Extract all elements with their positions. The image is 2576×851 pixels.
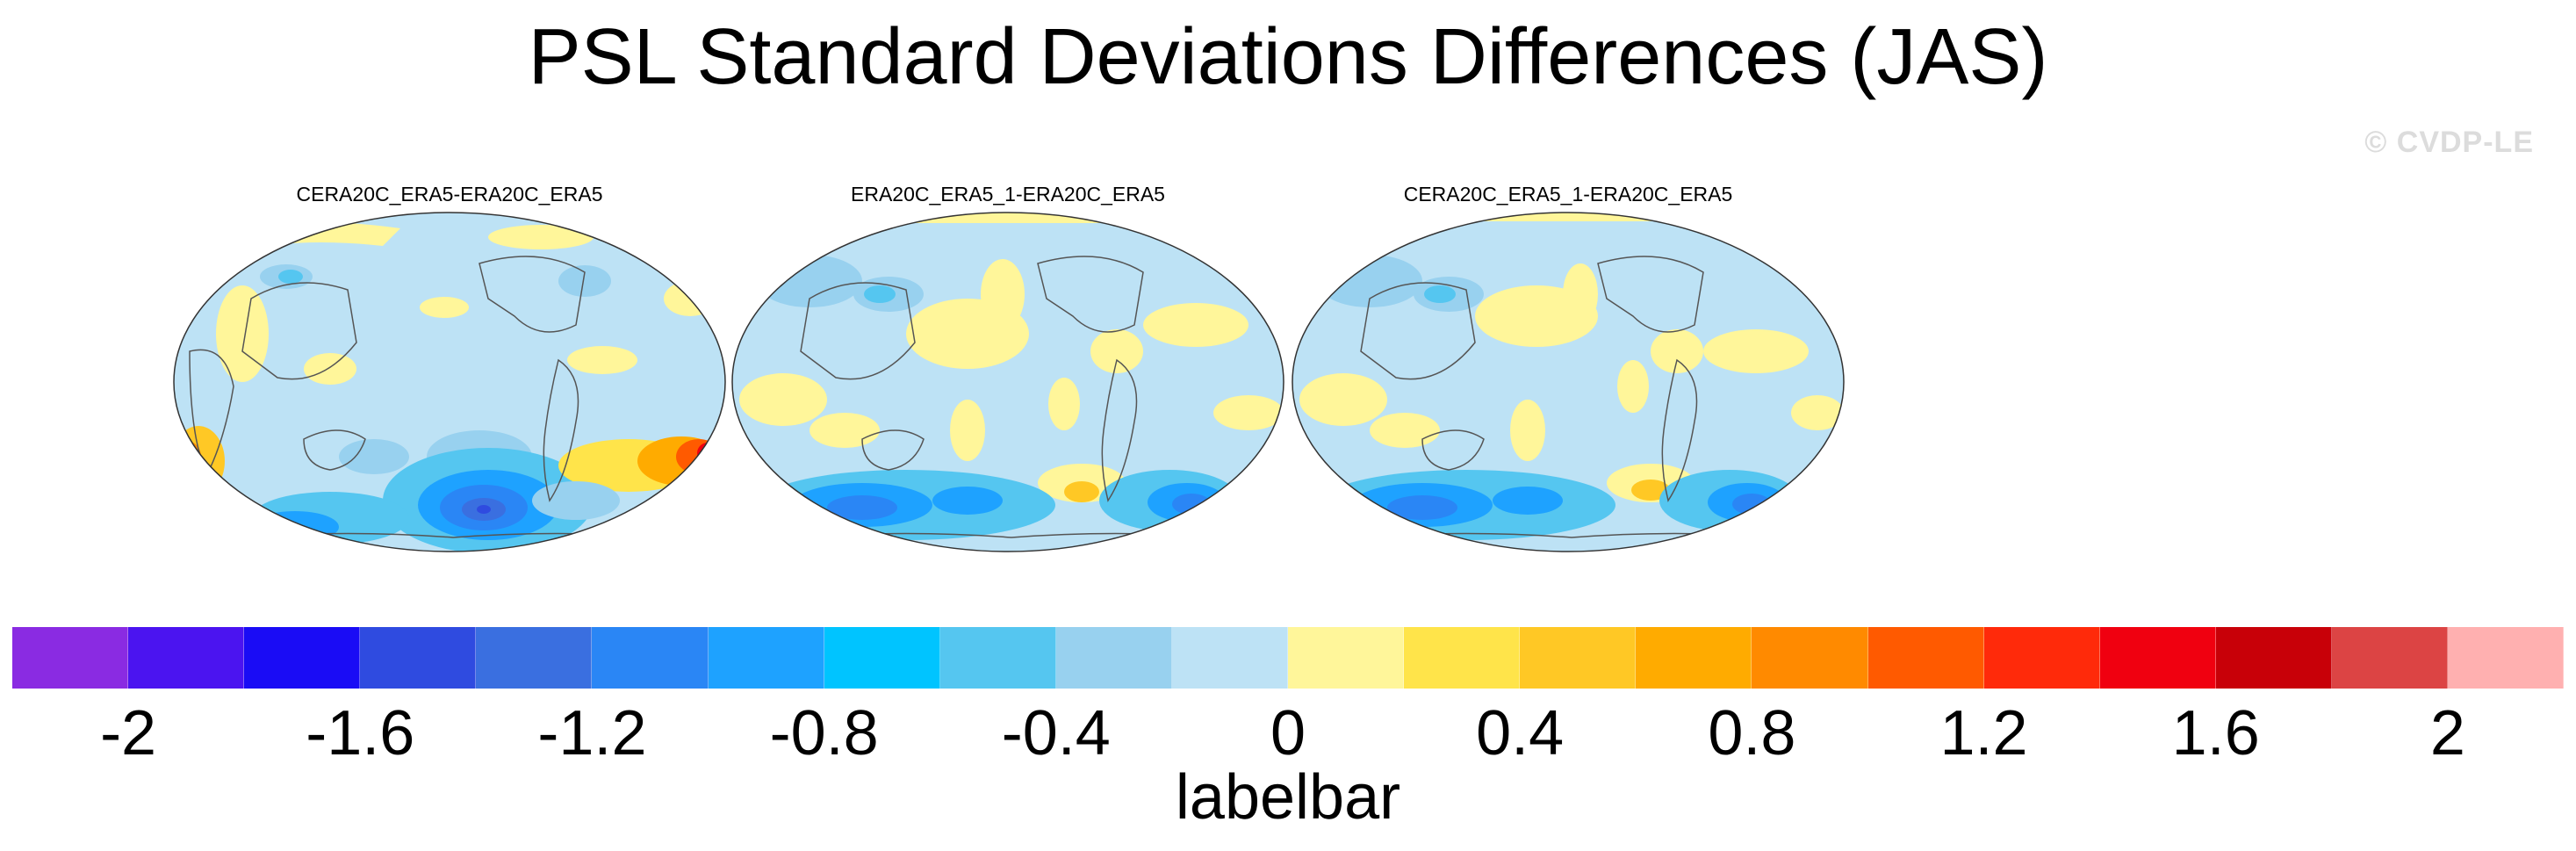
colorbar-tick-label: -0.4 xyxy=(1001,698,1111,768)
colorbar-cell xyxy=(128,627,245,689)
map-panel-3 xyxy=(1292,212,1845,552)
colorbar-tick-label: -2 xyxy=(100,698,157,768)
colorbar-cell xyxy=(2331,627,2448,689)
colorbar-cell xyxy=(2099,627,2216,689)
colorbar-cell xyxy=(1752,627,1868,689)
colorbar-cell xyxy=(1867,627,1984,689)
colorbar-cell xyxy=(360,627,477,689)
colorbar-tick-label: 0.8 xyxy=(1708,698,1796,768)
colorbar-cell xyxy=(2447,627,2565,689)
colorbar-cell xyxy=(2215,627,2332,689)
colorbar-tick-label: 2 xyxy=(2429,698,2465,768)
colorbar-cell xyxy=(708,627,824,689)
colorbar-cell xyxy=(1983,627,2100,689)
colorbar-cell xyxy=(12,627,129,689)
colorbar-cell xyxy=(824,627,940,689)
map-panel-1 xyxy=(173,212,726,552)
colorbar-cell xyxy=(939,627,1056,689)
colorbar-tick-label: -1.2 xyxy=(537,698,647,768)
colorbar-cell xyxy=(1404,627,1521,689)
watermark: © CVDP-LE xyxy=(2364,126,2534,159)
colorbar-cell xyxy=(476,627,593,689)
figure-title: PSL Standard Deviations Differences (JAS… xyxy=(528,13,2048,101)
panel-title-3: CERA20C_ERA5_1-ERA20C_ERA5 xyxy=(1403,183,1733,206)
map-panel-2 xyxy=(731,212,1284,552)
colorbar xyxy=(12,627,2565,689)
colorbar-tick-label: 0 xyxy=(1270,698,1306,768)
panel-title-2: ERA20C_ERA5_1-ERA20C_ERA5 xyxy=(851,183,1165,206)
colorbar-tick-label: -1.6 xyxy=(306,698,415,768)
colorbar-cell xyxy=(1055,627,1172,689)
colorbar-cell xyxy=(1520,627,1637,689)
colorbar-tick-label: 1.6 xyxy=(2171,698,2260,768)
colorbar-cell xyxy=(592,627,709,689)
colorbar-cell xyxy=(244,627,361,689)
colorbar-cell xyxy=(1171,627,1289,689)
colorbar-tick-label: 1.2 xyxy=(1939,698,2028,768)
colorbar-title: labelbar xyxy=(1175,762,1401,833)
colorbar-tick-label: -0.8 xyxy=(769,698,879,768)
colorbar-cell xyxy=(1636,627,1752,689)
colorbar-cell xyxy=(1288,627,1405,689)
panel-title-1: CERA20C_ERA5-ERA20C_ERA5 xyxy=(296,183,603,206)
colorbar-tick-label: 0.4 xyxy=(1476,698,1565,768)
